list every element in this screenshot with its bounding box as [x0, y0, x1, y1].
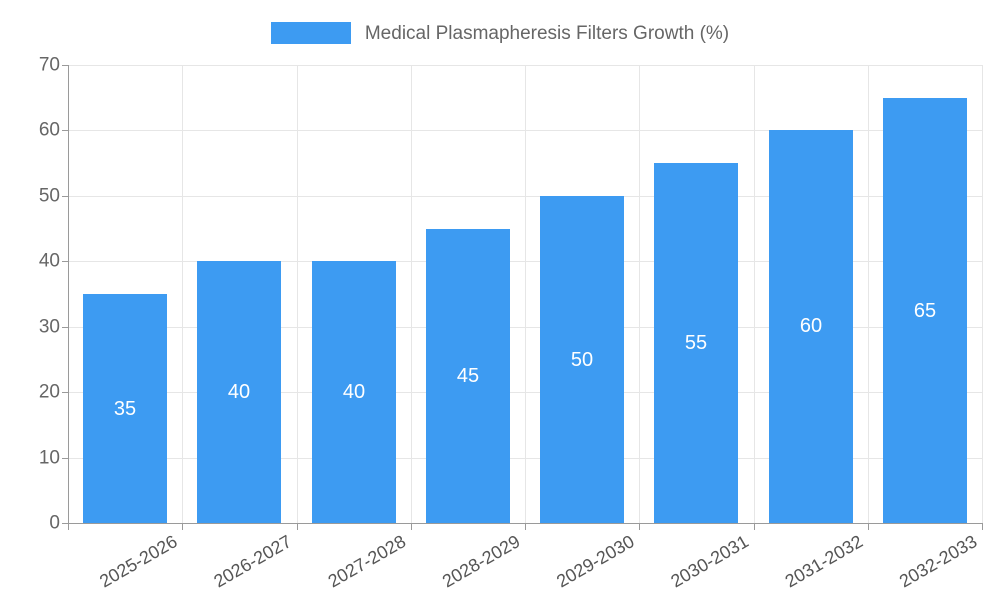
bar-value-label: 55	[684, 332, 708, 355]
y-tick-label: 60	[38, 119, 60, 141]
y-tick-label: 20	[38, 381, 60, 403]
x-gridline	[982, 65, 983, 523]
y-tick-mark	[62, 392, 68, 394]
x-tick-mark	[68, 523, 69, 530]
y-axis-line	[68, 65, 69, 523]
x-tick-mark	[982, 523, 983, 530]
bar[interactable]: 40	[197, 261, 281, 523]
y-tick-label: 50	[38, 185, 60, 207]
bar-value-label: 60	[799, 315, 823, 338]
bar-value-label: 65	[913, 299, 937, 322]
y-tick-label: 10	[38, 447, 60, 469]
y-tick-label: 40	[38, 250, 60, 272]
x-tick-mark	[639, 523, 640, 530]
x-gridline	[297, 65, 298, 523]
y-tick-label: 30	[38, 316, 60, 338]
y-tick-label: 70	[38, 54, 60, 76]
x-tick-mark	[525, 523, 526, 530]
x-tick-mark	[868, 523, 869, 530]
bar[interactable]: 60	[769, 130, 853, 523]
y-tick-mark	[62, 326, 68, 328]
legend-swatch-series-1[interactable]	[270, 22, 351, 44]
bar-value-label: 40	[227, 381, 251, 404]
legend-label-series-1: Medical Plasmapheresis Filters Growth (%…	[364, 22, 730, 44]
bar[interactable]: 55	[654, 163, 738, 523]
bar-value-label: 40	[342, 381, 366, 404]
x-gridline	[182, 65, 183, 523]
y-tick-mark	[62, 523, 68, 524]
bar[interactable]: 35	[83, 294, 167, 523]
y-tick-mark	[62, 261, 68, 263]
y-axis-labels: 0 10 20 30 40 50 60 70	[0, 0, 60, 600]
y-tick-mark	[62, 65, 68, 66]
bar-value-label: 50	[570, 348, 594, 371]
x-gridline	[411, 65, 412, 523]
bar[interactable]: 65	[883, 97, 967, 523]
chart-legend: Medical Plasmapheresis Filters Growth (%…	[0, 14, 1000, 52]
y-tick-mark	[62, 130, 68, 132]
y-tick-mark	[62, 195, 68, 197]
x-tick-mark	[754, 523, 755, 530]
x-gridline	[525, 65, 526, 523]
x-tick-mark	[297, 523, 298, 530]
bar-value-label: 35	[113, 398, 137, 420]
bar[interactable]: 40	[312, 261, 396, 523]
y-tick-label: 0	[49, 512, 60, 534]
bar-value-label: 45	[456, 364, 480, 387]
y-tick-mark	[62, 457, 68, 459]
plot-area: 35 40 40 45 50 55 60 65	[68, 65, 983, 524]
x-gridline	[754, 65, 755, 523]
x-tick-mark	[411, 523, 412, 530]
bar[interactable]: 50	[540, 195, 624, 523]
bar[interactable]: 45	[426, 228, 510, 523]
x-gridline	[868, 65, 869, 523]
x-gridline	[639, 65, 640, 523]
x-tick-mark	[182, 523, 183, 530]
